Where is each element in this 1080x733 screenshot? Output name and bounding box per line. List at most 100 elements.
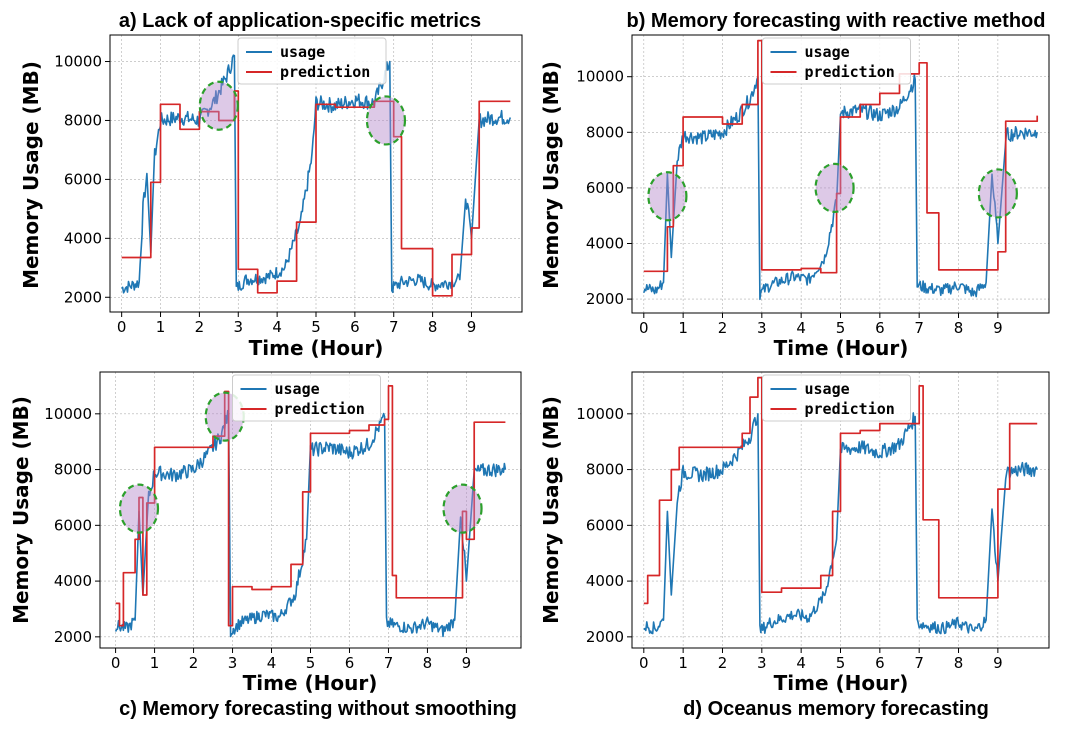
panel-d-xtick-label: 8 — [954, 654, 964, 672]
panel-c-xtick-label: 4 — [267, 654, 277, 672]
panel-a-legend-label-usage: usage — [280, 43, 325, 61]
panel-a-xtick-label: 7 — [389, 318, 399, 336]
panel-c-xtick-label: 3 — [228, 654, 238, 672]
panel-a-ytick-label: 10000 — [54, 53, 102, 71]
panel-c-ytick-label: 10000 — [44, 405, 92, 423]
panel-d-ytick-label: 6000 — [586, 516, 624, 534]
panel-a-legend — [237, 37, 387, 85]
panel-c-title: c) Memory forecasting without smoothing — [119, 698, 517, 720]
panel-c-legend-label-prediction: prediction — [275, 400, 365, 418]
panel-d-ytick-label: 2000 — [586, 628, 624, 646]
panel-d-legend — [762, 374, 911, 422]
panel-d-xtick-label: 5 — [836, 654, 846, 672]
panel-b: b) Memory forecasting with reactive meth… — [539, 10, 1050, 360]
panel-a-xtick-label: 5 — [311, 318, 321, 336]
panel-b-legend-label-prediction: prediction — [805, 63, 895, 81]
panel-d-xtick-label: 0 — [639, 654, 649, 672]
panel-d-xtick-label: 2 — [718, 654, 728, 672]
panel-b-xtick-label: 0 — [639, 319, 649, 337]
panel-b-legend — [762, 37, 911, 85]
panel-d-prediction-line — [643, 376, 1038, 605]
panel-c-plot: 0 1 2 3 4 5 6 7 8 9 2000 4000 6000 8000 10000 usage pred… — [44, 371, 522, 672]
panel-a-xtick-label: 2 — [195, 318, 205, 336]
panel-a-highlight-circle — [198, 80, 239, 131]
panel-c-xlabel: Time (Hour) — [243, 671, 378, 695]
panel-d-usage-line — [643, 412, 1038, 635]
panel-a-legend-label-prediction: prediction — [280, 63, 370, 81]
panel-d: d) Oceanus memory forecasting 0 1 2 3 4 5 6 7 8 9… — [539, 371, 1050, 720]
panel-d-xlabel: Time (Hour) — [774, 671, 909, 695]
panel-d-xtick-label: 7 — [914, 654, 924, 672]
panel-a-ylabel: Memory Usage (MB) — [19, 61, 43, 289]
panel-d-xtick-label: 9 — [993, 654, 1003, 672]
panel-b-xtick-label: 7 — [914, 319, 924, 337]
panel-c-highlight-circle — [442, 483, 483, 534]
panel-b-legend-label-usage: usage — [805, 43, 850, 61]
panel-a: a) Lack of application-specific metrics … — [19, 10, 523, 360]
panel-b-ylabel: Memory Usage (MB) — [539, 61, 563, 289]
panel-a-xtick-label: 1 — [156, 318, 166, 336]
panel-b-highlight-circle — [647, 171, 688, 222]
panel-c-ytick-label: 6000 — [54, 516, 92, 534]
panel-d-title: d) Oceanus memory forecasting — [683, 698, 989, 720]
panel-a-plot: 0 1 2 3 4 5 6 7 8 9 2000 4000 6000 8000 10000 usage pred… — [54, 34, 523, 336]
panel-a-xlabel: Time (Hour) — [249, 336, 384, 360]
panel-a-ytick-label: 4000 — [64, 229, 102, 247]
panel-c-xtick-label: 6 — [345, 654, 355, 672]
panel-b-xtick-label: 6 — [875, 319, 885, 337]
panel-b-ytick-label: 6000 — [586, 179, 624, 197]
panel-c-ytick-label: 8000 — [54, 461, 92, 479]
panel-d-xtick-label: 3 — [757, 654, 767, 672]
panel-c-ytick-label: 2000 — [54, 628, 92, 646]
panel-c-xtick-label: 8 — [423, 654, 433, 672]
panel-b-plot: 0 1 2 3 4 5 6 7 8 9 2000 4000 6000 8000 10000 usage pred… — [576, 34, 1050, 337]
panel-a-xtick-label: 3 — [233, 318, 243, 336]
panel-b-xtick-label: 9 — [993, 319, 1003, 337]
panel-d-ytick-label: 4000 — [586, 572, 624, 590]
panel-b-title: b) Memory forecasting with reactive meth… — [627, 10, 1046, 32]
panel-d-legend-label-usage: usage — [805, 380, 850, 398]
panel-d-legend-label-prediction: prediction — [805, 400, 895, 418]
panel-b-highlight-circle — [814, 162, 855, 213]
panel-c-xtick-label: 1 — [150, 654, 160, 672]
panel-c-highlight-circle — [118, 483, 160, 534]
panel-d-ylabel: Memory Usage (MB) — [539, 396, 563, 624]
panel-a-xtick-label: 9 — [467, 318, 477, 336]
panel-c-legend — [232, 374, 381, 422]
panel-c-xtick-label: 5 — [306, 654, 316, 672]
panel-b-xtick-label: 4 — [796, 319, 806, 337]
panel-b-xtick-label: 1 — [678, 319, 688, 337]
panel-b-ytick-label: 4000 — [586, 235, 624, 253]
panel-d-ytick-label: 10000 — [576, 405, 624, 423]
panel-a-title: a) Lack of application-specific metrics — [119, 10, 481, 32]
panel-b-highlight-circle — [977, 168, 1018, 219]
panel-a-xtick-label: 6 — [350, 318, 360, 336]
panel-c-xtick-label: 7 — [384, 654, 394, 672]
panel-a-ytick-label: 2000 — [64, 288, 102, 306]
panel-d-ytick-label: 8000 — [586, 461, 624, 479]
panel-d-plot: 0 1 2 3 4 5 6 7 8 9 2000 4000 6000 8000 10000 usage pred… — [576, 371, 1050, 672]
panel-b-usage-line — [643, 74, 1038, 301]
panel-c: c) Memory forecasting without smoothing … — [9, 371, 522, 720]
panel-b-xlabel: Time (Hour) — [774, 336, 909, 360]
panel-a-prediction-line — [121, 90, 511, 297]
panel-b-xtick-label: 3 — [757, 319, 767, 337]
panel-d-xtick-label: 6 — [875, 654, 885, 672]
panel-c-ytick-label: 4000 — [54, 572, 92, 590]
panel-b-ytick-label: 2000 — [586, 290, 624, 308]
panel-b-xtick-label: 8 — [954, 319, 964, 337]
panel-c-xtick-label: 0 — [111, 654, 121, 672]
panel-a-highlight-circle — [365, 95, 407, 146]
panel-b-xtick-label: 2 — [718, 319, 728, 337]
panel-a-ytick-label: 6000 — [64, 170, 102, 188]
panel-d-xtick-label: 1 — [678, 654, 688, 672]
panel-a-xtick-label: 8 — [428, 318, 438, 336]
panel-c-legend-label-usage: usage — [275, 380, 320, 398]
panel-c-usage-line — [114, 409, 507, 638]
panel-a-xtick-label: 4 — [272, 318, 282, 336]
panel-c-xtick-label: 2 — [189, 654, 199, 672]
panel-b-ytick-label: 10000 — [576, 68, 624, 86]
panel-b-ytick-label: 8000 — [586, 123, 624, 141]
panel-a-usage-line — [121, 54, 512, 294]
